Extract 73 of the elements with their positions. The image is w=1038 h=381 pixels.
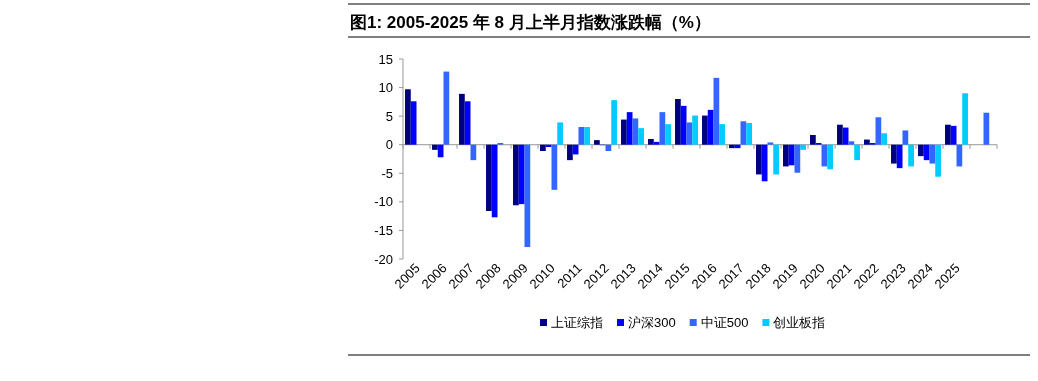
bar (545, 144, 552, 147)
chart-title: 图1: 2005-2025 年 8 月上半月指数涨跌幅（%） (350, 13, 711, 32)
legend-label: 创业板指 (773, 315, 826, 330)
bar (594, 140, 600, 145)
bar (540, 144, 546, 151)
bar (810, 135, 816, 145)
bar (891, 144, 897, 164)
bar (923, 144, 930, 161)
bar (848, 141, 855, 145)
bar (702, 115, 708, 145)
bar (557, 122, 563, 145)
bar (621, 119, 627, 145)
bar (945, 124, 951, 145)
bar (783, 144, 789, 167)
bar (962, 93, 968, 145)
bar (788, 144, 795, 166)
bar (626, 112, 633, 145)
y-tick-label: -15 (374, 222, 393, 238)
bar (740, 121, 747, 145)
y-tick-label: 10 (378, 80, 393, 96)
bar (918, 144, 924, 157)
bar (837, 124, 843, 145)
y-tick-label: -5 (381, 165, 393, 181)
bar (935, 144, 941, 177)
bar (896, 144, 903, 169)
bar (584, 127, 590, 145)
bar (908, 144, 914, 167)
bar (432, 144, 438, 150)
bar (864, 139, 870, 145)
bar (464, 101, 471, 145)
bar (665, 124, 671, 145)
bar (902, 130, 909, 145)
y-tick-label: 5 (385, 108, 393, 124)
bar (881, 133, 887, 145)
bar (611, 100, 617, 145)
bar (800, 144, 806, 150)
legend-label: 沪深300 (628, 315, 676, 330)
bar (707, 109, 714, 145)
bar (648, 139, 654, 145)
bar (827, 144, 833, 170)
y-tick-label: 15 (378, 51, 393, 67)
bar (767, 142, 774, 145)
bar (842, 127, 849, 145)
y-tick-label: -20 (374, 251, 393, 267)
bar (410, 101, 417, 145)
bar (719, 124, 725, 145)
bar (459, 93, 465, 145)
bar (518, 144, 525, 205)
bar (773, 144, 779, 175)
bar (746, 123, 752, 145)
bar (729, 144, 735, 149)
bar (692, 115, 698, 145)
bar (686, 122, 693, 145)
bar (638, 128, 644, 145)
bar (486, 144, 492, 211)
bar (405, 89, 411, 145)
bar (513, 144, 519, 206)
bar (572, 144, 579, 155)
bar (491, 144, 498, 218)
bar (680, 105, 687, 145)
bar (653, 141, 660, 145)
bar (756, 144, 762, 175)
legend-label: 上证综指 (551, 315, 603, 330)
bar (675, 99, 681, 145)
bar (437, 144, 444, 158)
bar (761, 144, 768, 182)
legend-label: 中证500 (700, 315, 749, 330)
y-tick-label: -10 (374, 194, 393, 210)
bar (734, 144, 741, 149)
bar (950, 125, 957, 145)
y-tick-label: 0 (385, 137, 393, 153)
bar (567, 144, 573, 161)
bar (854, 144, 860, 161)
